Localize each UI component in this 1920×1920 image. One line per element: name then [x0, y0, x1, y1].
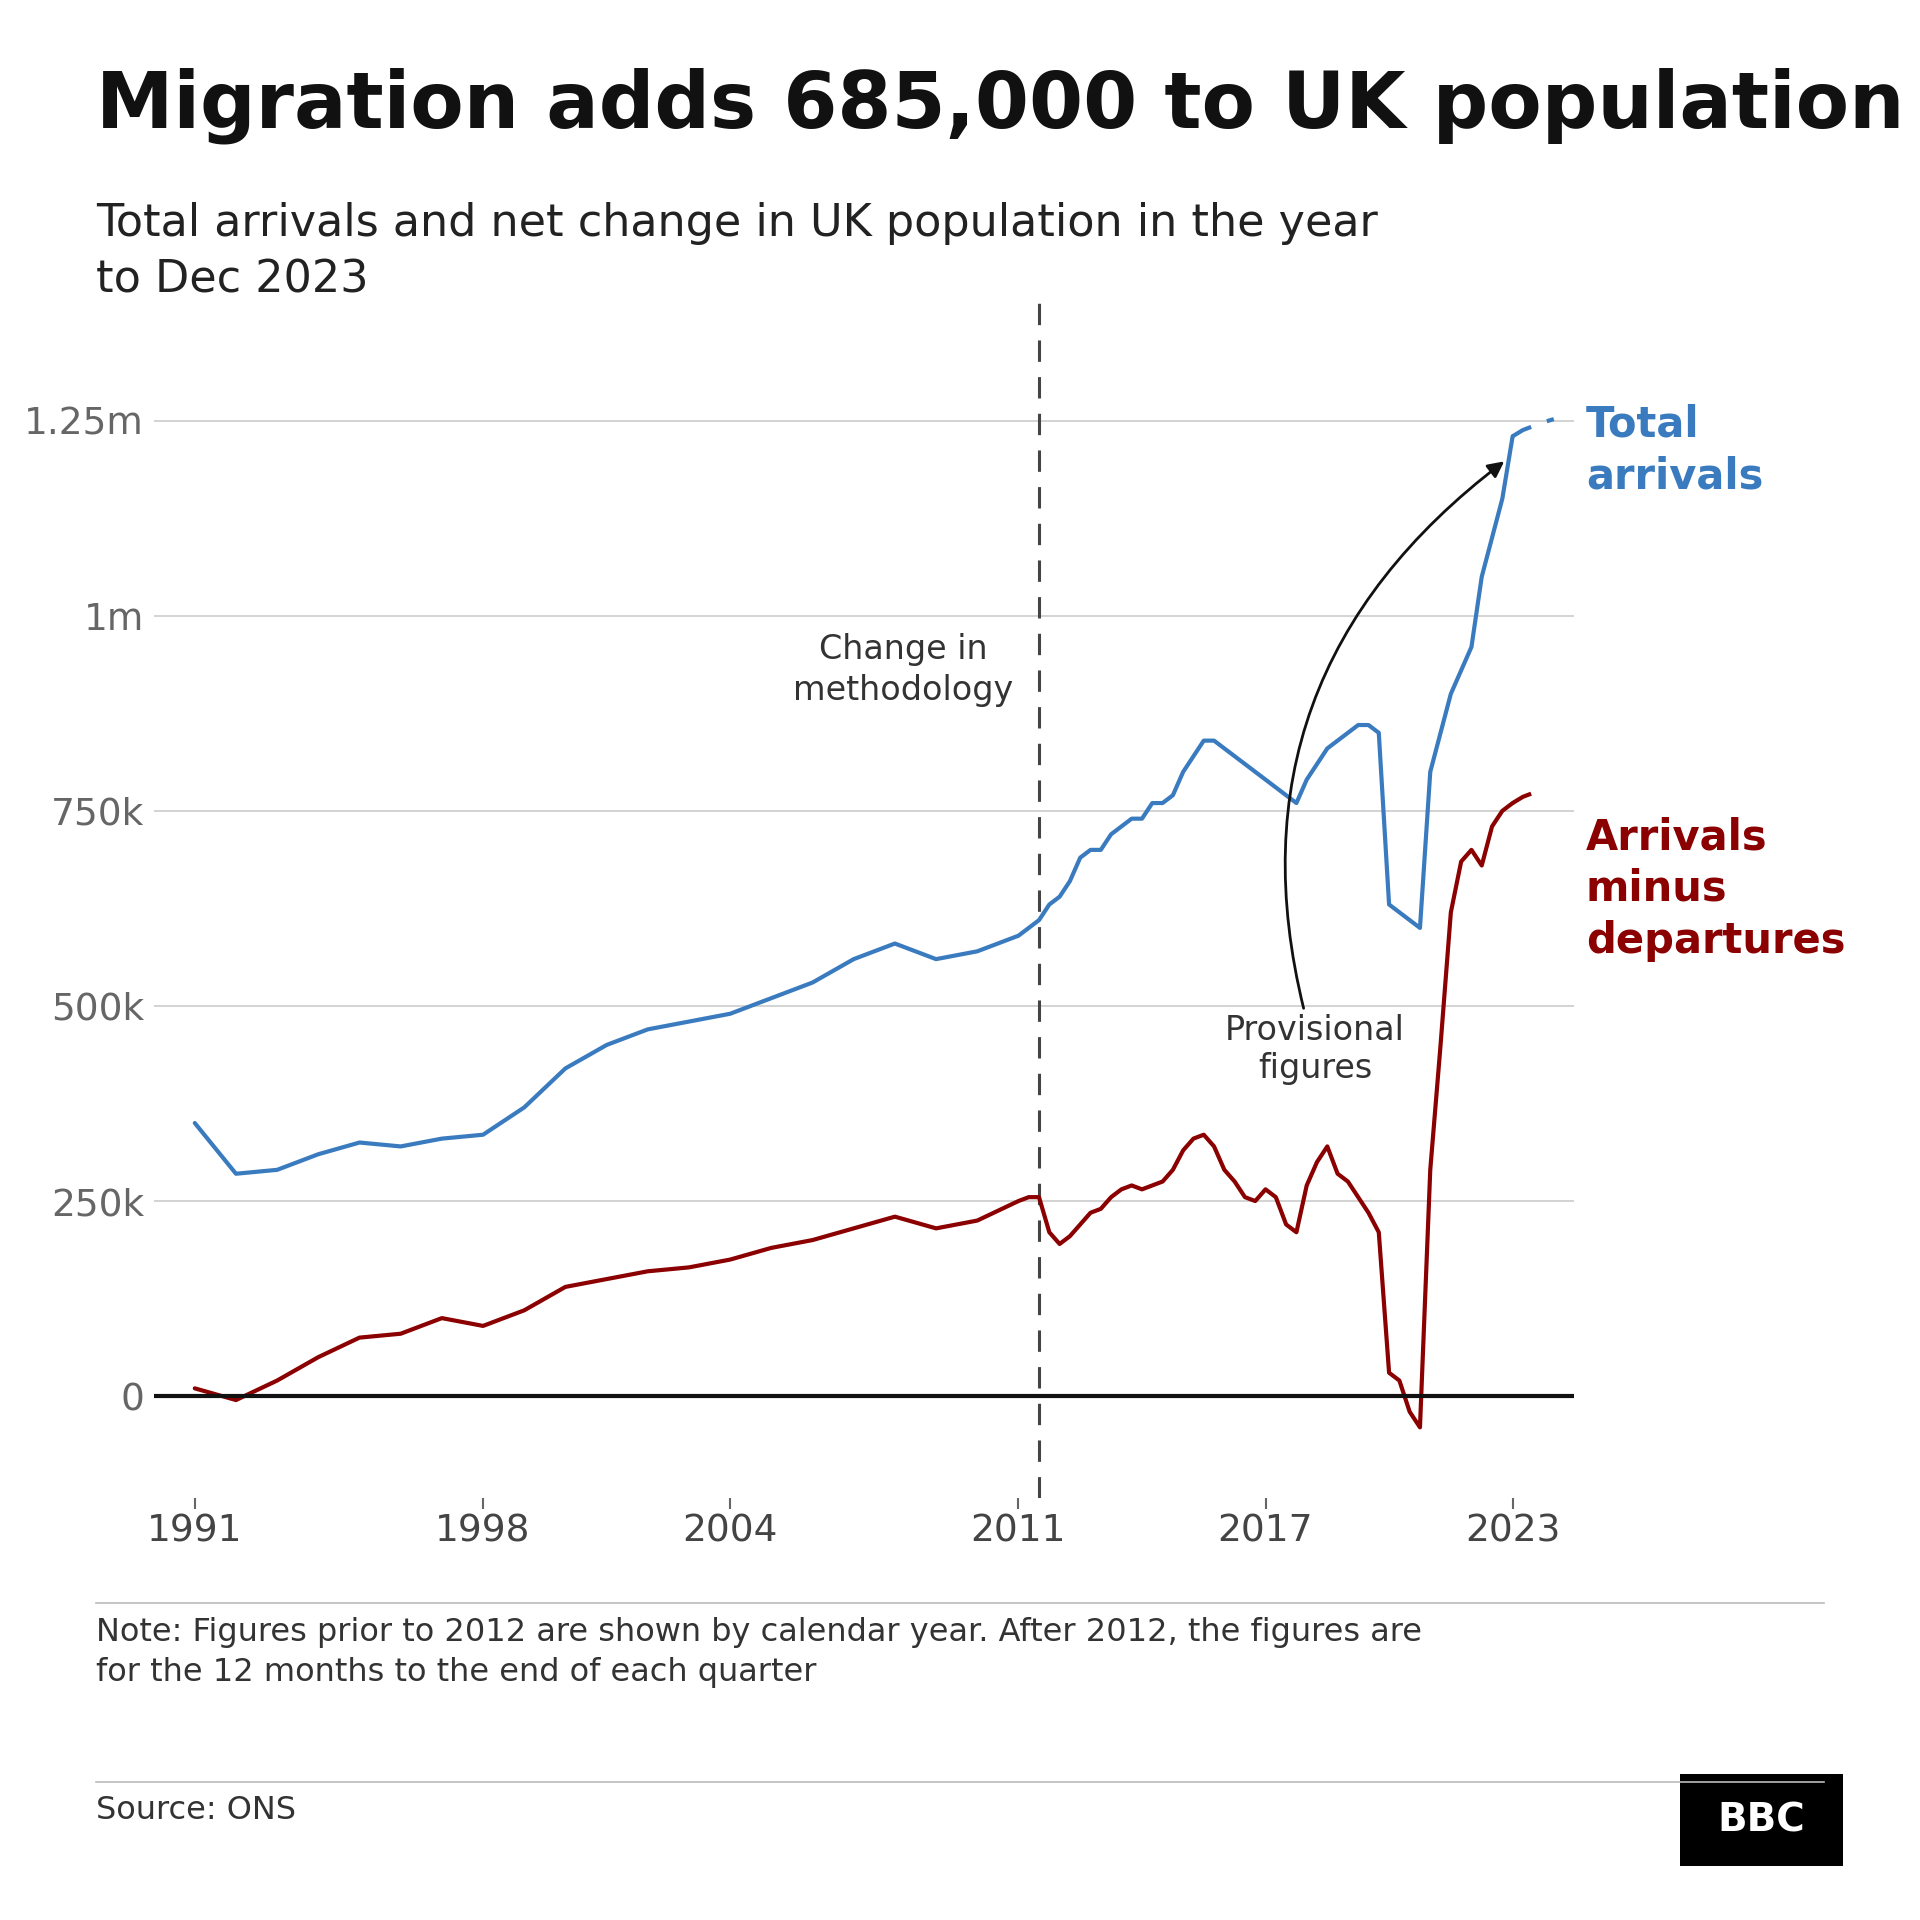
- Text: Provisional
figures: Provisional figures: [1225, 463, 1501, 1085]
- Text: Total
arrivals: Total arrivals: [1586, 403, 1763, 497]
- Text: Note: Figures prior to 2012 are shown by calendar year. After 2012, the figures : Note: Figures prior to 2012 are shown by…: [96, 1617, 1423, 1688]
- Text: Source: ONS: Source: ONS: [96, 1795, 296, 1826]
- Text: Change in
methodology: Change in methodology: [793, 634, 1014, 707]
- Text: BBC: BBC: [1718, 1801, 1805, 1839]
- Text: Migration adds 685,000 to UK population: Migration adds 685,000 to UK population: [96, 67, 1905, 144]
- Text: Arrivals
minus
departures: Arrivals minus departures: [1586, 816, 1845, 962]
- Text: Total arrivals and net change in UK population in the year
to Dec 2023: Total arrivals and net change in UK popu…: [96, 202, 1379, 301]
